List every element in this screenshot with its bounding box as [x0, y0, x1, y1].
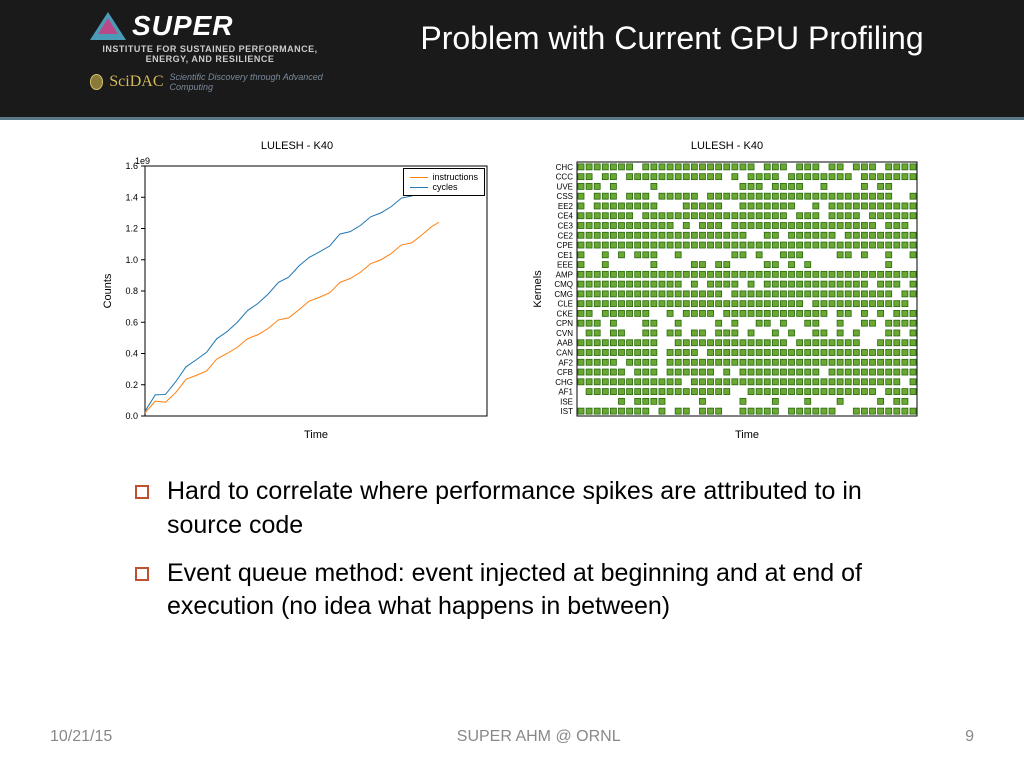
- svg-text:IST: IST: [561, 407, 574, 416]
- svg-text:ISE: ISE: [560, 397, 573, 406]
- footer-date: 10/21/15: [50, 728, 112, 746]
- svg-text:Time: Time: [304, 429, 328, 441]
- scidac-subtitle: Scientific Discovery through Advanced Co…: [170, 72, 330, 92]
- svg-text:Time: Time: [735, 429, 759, 441]
- logo-area: SUPER INSTITUTE FOR SUSTAINED PERFORMANC…: [90, 10, 330, 92]
- bullet-text: Hard to correlate where performance spik…: [167, 475, 924, 543]
- svg-text:CVN: CVN: [556, 329, 573, 338]
- svg-text:CE4: CE4: [557, 212, 573, 221]
- svg-text:EE2: EE2: [558, 202, 574, 211]
- svg-text:CMG: CMG: [554, 290, 573, 299]
- footer-center: SUPER AHM @ ORNL: [457, 728, 621, 746]
- svg-text:1.4: 1.4: [125, 192, 138, 202]
- svg-text:CLE: CLE: [557, 300, 573, 309]
- svg-text:AAB: AAB: [557, 339, 573, 348]
- svg-text:1.2: 1.2: [125, 224, 138, 234]
- svg-text:CE2: CE2: [557, 231, 573, 240]
- chart1-svg: 0.00.20.40.60.81.01.21.41.6CountsTime: [97, 156, 497, 446]
- svg-text:0.6: 0.6: [125, 317, 138, 327]
- svg-text:CE3: CE3: [557, 222, 573, 231]
- bullet-box-icon: [135, 485, 149, 499]
- svg-text:CE1: CE1: [557, 251, 573, 260]
- bullet-box-icon: [135, 567, 149, 581]
- bullet-item: Event queue method: event injected at be…: [135, 557, 924, 625]
- svg-text:CPE: CPE: [557, 241, 573, 250]
- svg-text:CHG: CHG: [555, 378, 573, 387]
- svg-text:AMP: AMP: [556, 270, 573, 279]
- svg-text:1.0: 1.0: [125, 255, 138, 265]
- svg-text:Counts: Counts: [102, 273, 114, 308]
- svg-text:CHC: CHC: [556, 163, 574, 172]
- svg-text:EEE: EEE: [557, 261, 573, 270]
- slide-title: Problem with Current GPU Profiling: [360, 18, 984, 60]
- svg-text:0.8: 0.8: [125, 286, 138, 296]
- svg-text:CFB: CFB: [557, 368, 573, 377]
- legend-instructions: instructions: [432, 172, 478, 182]
- bullet-text: Event queue method: event injected at be…: [167, 557, 924, 625]
- slide-content: LULESH - K40 1e9 0.0 0.2 0.4 0.6 0.8 1.0 1.2 1.…: [0, 120, 1024, 624]
- svg-text:CKE: CKE: [557, 309, 573, 318]
- scatter-chart-kernels: LULESH - K40 CHCCCCUVECSSEE2CE4CE3CE2CPE…: [527, 140, 927, 450]
- line-chart-counts: LULESH - K40 1e9 0.0 0.2 0.4 0.6 0.8 1.0 1.2 1.…: [97, 140, 497, 450]
- doe-seal-icon: [90, 74, 103, 90]
- chart1-exponent: 1e9: [135, 156, 150, 166]
- legend-cycles: cycles: [432, 182, 457, 192]
- svg-text:CCC: CCC: [556, 173, 574, 182]
- slide-header: SUPER INSTITUTE FOR SUSTAINED PERFORMANC…: [0, 0, 1024, 120]
- svg-text:CAN: CAN: [556, 349, 573, 358]
- svg-text:0.2: 0.2: [125, 380, 138, 390]
- svg-text:CMQ: CMQ: [554, 280, 573, 289]
- svg-text:0.4: 0.4: [125, 349, 138, 359]
- chart2-title: LULESH - K40: [527, 140, 927, 152]
- svg-text:Kernels: Kernels: [532, 270, 544, 308]
- scidac-text: SciDAC: [109, 73, 163, 91]
- chart1-legend: instructions cycles: [403, 168, 485, 196]
- chart2-svg: CHCCCCUVECSSEE2CE4CE3CE2CPECE1EEEAMPCMQC…: [527, 156, 927, 446]
- bullet-item: Hard to correlate where performance spik…: [135, 475, 924, 543]
- svg-text:CPN: CPN: [556, 319, 573, 328]
- footer-page: 9: [965, 728, 974, 746]
- svg-text:CSS: CSS: [557, 192, 573, 201]
- svg-text:AF2: AF2: [558, 358, 573, 367]
- svg-text:UVE: UVE: [557, 182, 573, 191]
- super-logo-icon: [90, 12, 126, 40]
- bullet-list: Hard to correlate where performance spik…: [40, 475, 984, 624]
- svg-text:AF1: AF1: [558, 388, 573, 397]
- slide-footer: 10/21/15 SUPER AHM @ ORNL 9: [0, 728, 1024, 746]
- chart1-title: LULESH - K40: [97, 140, 497, 152]
- svg-text:0.0: 0.0: [125, 411, 138, 421]
- institute-tagline: INSTITUTE FOR SUSTAINED PERFORMANCE, ENE…: [90, 44, 330, 64]
- logo-text: SUPER: [132, 10, 233, 42]
